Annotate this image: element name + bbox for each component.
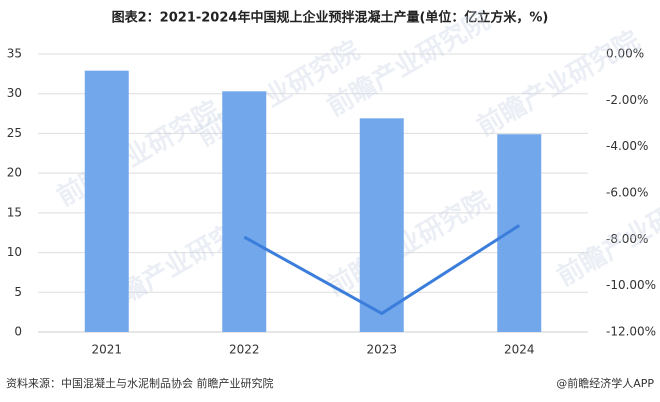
y2-tick-label: -12.00%	[606, 325, 656, 339]
y2-tick-label: -10.00%	[606, 278, 656, 292]
y2-tick-label: -8.00%	[606, 232, 648, 246]
x-tick-label: 2024	[504, 343, 535, 357]
y2-tick-label: -2.00%	[606, 93, 648, 107]
y2-tick-label: 0.00%	[606, 47, 644, 61]
y-tick-label: 0	[14, 325, 22, 339]
y-tick-label: 30	[7, 86, 22, 100]
y-tick-label: 10	[7, 245, 22, 259]
y-tick-label: 5	[14, 285, 22, 299]
line	[243, 224, 521, 315]
bar	[359, 118, 404, 332]
bar	[497, 134, 542, 332]
watermark: 前瞻产业研究院	[52, 95, 225, 213]
source-note: 资料来源：中国混凝土与水泥制品协会 前瞻产业研究院	[6, 376, 274, 390]
x-tick-label: 2021	[91, 343, 122, 357]
y-tick-label: 25	[7, 126, 22, 140]
y2-tick-label: -4.00%	[606, 139, 648, 153]
bar	[222, 91, 267, 333]
x-tick-label: 2022	[229, 343, 260, 357]
bar	[84, 70, 129, 333]
y-tick-label: 20	[7, 166, 22, 180]
y2-tick-label: -6.00%	[606, 186, 648, 200]
y-tick-label: 15	[7, 205, 22, 219]
chart-title: 图表2：2021-2024年中国规上企业预拌混凝土产量(单位：亿立方米，%)	[112, 10, 549, 26]
watermark: 前瞻产业研究院	[472, 25, 645, 143]
watermark: 前瞻产业研究院	[322, 185, 495, 303]
credit: @前瞻经济学人APP	[556, 376, 654, 390]
x-tick-label: 2023	[366, 343, 397, 357]
y-tick-label: 35	[7, 47, 22, 61]
